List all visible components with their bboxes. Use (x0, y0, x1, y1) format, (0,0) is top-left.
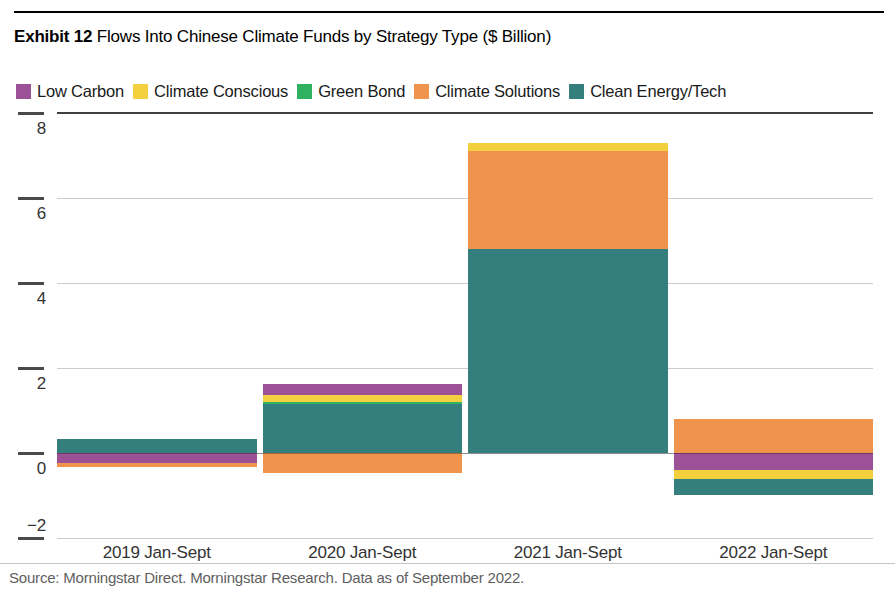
y-axis-tick (18, 197, 44, 200)
y-axis-tick (18, 112, 44, 115)
bar-2020-jan-sept-green-bond (263, 402, 463, 405)
legend-label: Climate Conscious (154, 82, 288, 101)
top-rule (14, 11, 884, 13)
legend-swatch-climate-solutions (414, 84, 429, 99)
bar-2020-jan-sept-clean-energy-tech (263, 404, 463, 453)
legend-swatch-low-carbon (16, 84, 31, 99)
legend-item-green-bond: Green Bond (297, 82, 405, 101)
gridline-y-2 (57, 538, 873, 539)
gridline-y8 (57, 112, 873, 114)
legend-label: Climate Solutions (435, 82, 560, 101)
exhibit-page: Exhibit 12 Flows Into Chinese Climate Fu… (0, 0, 895, 600)
exhibit-number: Exhibit 12 (14, 27, 92, 46)
x-axis-label-2019-jan-sept: 2019 Jan-Sept (57, 543, 257, 563)
y-axis-tick (18, 452, 44, 455)
legend-item-climate-conscious: Climate Conscious (133, 82, 288, 101)
legend-swatch-green-bond (297, 84, 312, 99)
legend-swatch-clean-energy-tech (569, 84, 584, 99)
zero-baseline (57, 453, 873, 454)
source-note: Source: Morningstar Direct. Morningstar … (9, 569, 524, 586)
y-axis-label--2: −2 (12, 516, 46, 536)
bottom-rule (0, 563, 895, 564)
bar-2020-jan-sept-low-carbon (263, 384, 463, 395)
legend-label: Low Carbon (37, 82, 124, 101)
y-axis-tick (18, 537, 44, 540)
bar-2021-jan-sept-clean-energy-tech (468, 249, 668, 453)
exhibit-title-text: Flows Into Chinese Climate Funds by Stra… (97, 27, 551, 46)
bar-2020-jan-sept-climate-solutions (263, 453, 463, 473)
bar-2021-jan-sept-climate-conscious (468, 143, 668, 152)
legend-item-low-carbon: Low Carbon (16, 82, 124, 101)
y-axis-tick (18, 282, 44, 285)
gridline-y6 (57, 198, 873, 199)
y-axis-label-0: 0 (12, 459, 46, 479)
bar-2022-jan-sept-climate-conscious (674, 470, 874, 479)
chart-legend: Low Carbon Climate Conscious Green Bond Cli… (16, 82, 735, 101)
x-axis-label-2021-jan-sept: 2021 Jan-Sept (468, 543, 668, 563)
legend-label: Green Bond (318, 82, 405, 101)
bar-2022-jan-sept-climate-solutions (674, 419, 874, 454)
bar-2020-jan-sept-climate-conscious (263, 395, 463, 402)
bar-2019-jan-sept-clean-energy-tech (57, 439, 257, 454)
gridline-y4 (57, 283, 873, 284)
gridline-y2 (57, 368, 873, 369)
bar-2019-jan-sept-climate-solutions (57, 463, 257, 468)
bar-2019-jan-sept-low-carbon (57, 453, 257, 462)
exhibit-title: Exhibit 12 Flows Into Chinese Climate Fu… (14, 27, 551, 47)
bar-2021-jan-sept-climate-solutions (468, 151, 668, 249)
bar-2022-jan-sept-low-carbon (674, 453, 874, 470)
legend-swatch-climate-conscious (133, 84, 148, 99)
x-axis-label-2020-jan-sept: 2020 Jan-Sept (263, 543, 463, 563)
y-axis-label-4: 4 (12, 289, 46, 309)
legend-item-climate-solutions: Climate Solutions (414, 82, 560, 101)
bar-2022-jan-sept-clean-energy-tech (674, 479, 874, 495)
y-axis-tick (18, 367, 44, 370)
y-axis-label-6: 6 (12, 204, 46, 224)
y-axis-label-2: 2 (12, 374, 46, 394)
y-axis-label-8: 8 (12, 119, 46, 139)
legend-label: Clean Energy/Tech (590, 82, 726, 101)
legend-item-clean-energy-tech: Clean Energy/Tech (569, 82, 726, 101)
x-axis-label-2022-jan-sept: 2022 Jan-Sept (674, 543, 874, 563)
